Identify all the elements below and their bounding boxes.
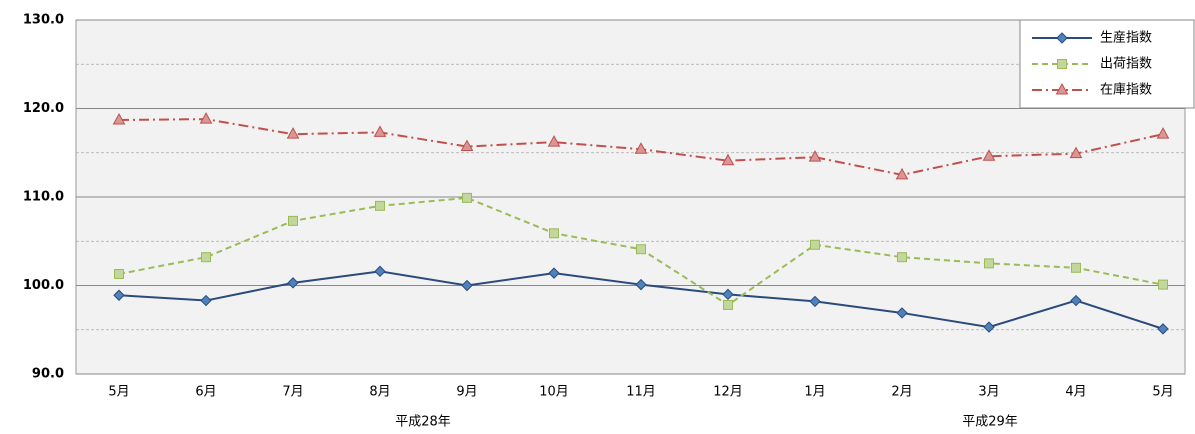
data-point — [897, 252, 907, 263]
data-point — [288, 215, 298, 226]
legend-box — [1019, 19, 1195, 109]
data-point — [199, 112, 213, 124]
data-point — [547, 135, 561, 147]
y-tick-label: 100.0 — [23, 278, 64, 293]
data-point — [1156, 127, 1170, 139]
group-label: 平成29年 — [962, 415, 1018, 430]
data-point — [723, 299, 733, 310]
legend-marker — [1057, 59, 1067, 69]
x-tick-label: 12月 — [713, 385, 743, 400]
data-point — [983, 321, 995, 333]
data-point — [549, 228, 559, 239]
data-point — [636, 244, 646, 255]
data-point — [1157, 323, 1169, 335]
data-point — [984, 258, 994, 269]
data-point — [895, 167, 909, 180]
x-tick-label: 7月 — [282, 385, 303, 400]
data-point — [373, 125, 387, 137]
data-point — [809, 295, 821, 308]
y-tick-label: 90.0 — [32, 367, 64, 382]
data-point — [200, 294, 212, 307]
x-tick-label: 5月 — [108, 385, 129, 400]
x-tick-label: 3月 — [978, 385, 999, 400]
data-point — [982, 149, 996, 161]
legend-marker — [1056, 32, 1068, 44]
x-tick-label: 5月 — [1152, 385, 1173, 400]
data-point — [634, 142, 648, 154]
y-tick-label: 110.0 — [23, 190, 64, 205]
data-point — [461, 279, 473, 292]
data-point — [112, 112, 126, 125]
data-point — [722, 288, 734, 301]
y-tick-label: 130.0 — [23, 13, 64, 28]
data-point — [113, 289, 125, 301]
x-tick-label: 2月 — [891, 385, 912, 400]
x-tick-label: 9月 — [456, 385, 477, 400]
data-point — [1158, 279, 1168, 290]
x-tick-label: 1月 — [804, 385, 825, 400]
x-tick-label: 8月 — [369, 385, 390, 400]
data-point — [1070, 294, 1082, 307]
legend-marker — [1055, 82, 1069, 95]
data-point — [1069, 146, 1083, 159]
legend-label: 生産指数 — [1100, 30, 1152, 46]
y-tick-label: 120.0 — [23, 101, 64, 116]
x-tick-label: 4月 — [1065, 385, 1086, 400]
x-tick-label: 10月 — [539, 385, 569, 400]
data-point — [808, 150, 822, 162]
data-point — [462, 192, 472, 203]
data-point — [114, 268, 124, 279]
legend-label: 在庫指数 — [1100, 83, 1152, 98]
data-point — [635, 278, 647, 291]
data-point — [374, 265, 386, 278]
data-point — [810, 239, 820, 250]
data-point — [460, 139, 474, 152]
data-point — [201, 252, 211, 263]
x-tick-label: 6月 — [195, 385, 216, 400]
group-label: 平成28年 — [395, 415, 451, 430]
data-point — [896, 307, 908, 319]
legend-label: 出荷指数 — [1100, 57, 1152, 72]
data-point — [721, 153, 735, 166]
data-point — [286, 127, 300, 139]
data-point — [375, 200, 385, 211]
data-point — [1071, 262, 1081, 273]
data-point — [287, 277, 299, 289]
x-tick-label: 11月 — [626, 385, 656, 400]
data-point — [548, 267, 560, 279]
